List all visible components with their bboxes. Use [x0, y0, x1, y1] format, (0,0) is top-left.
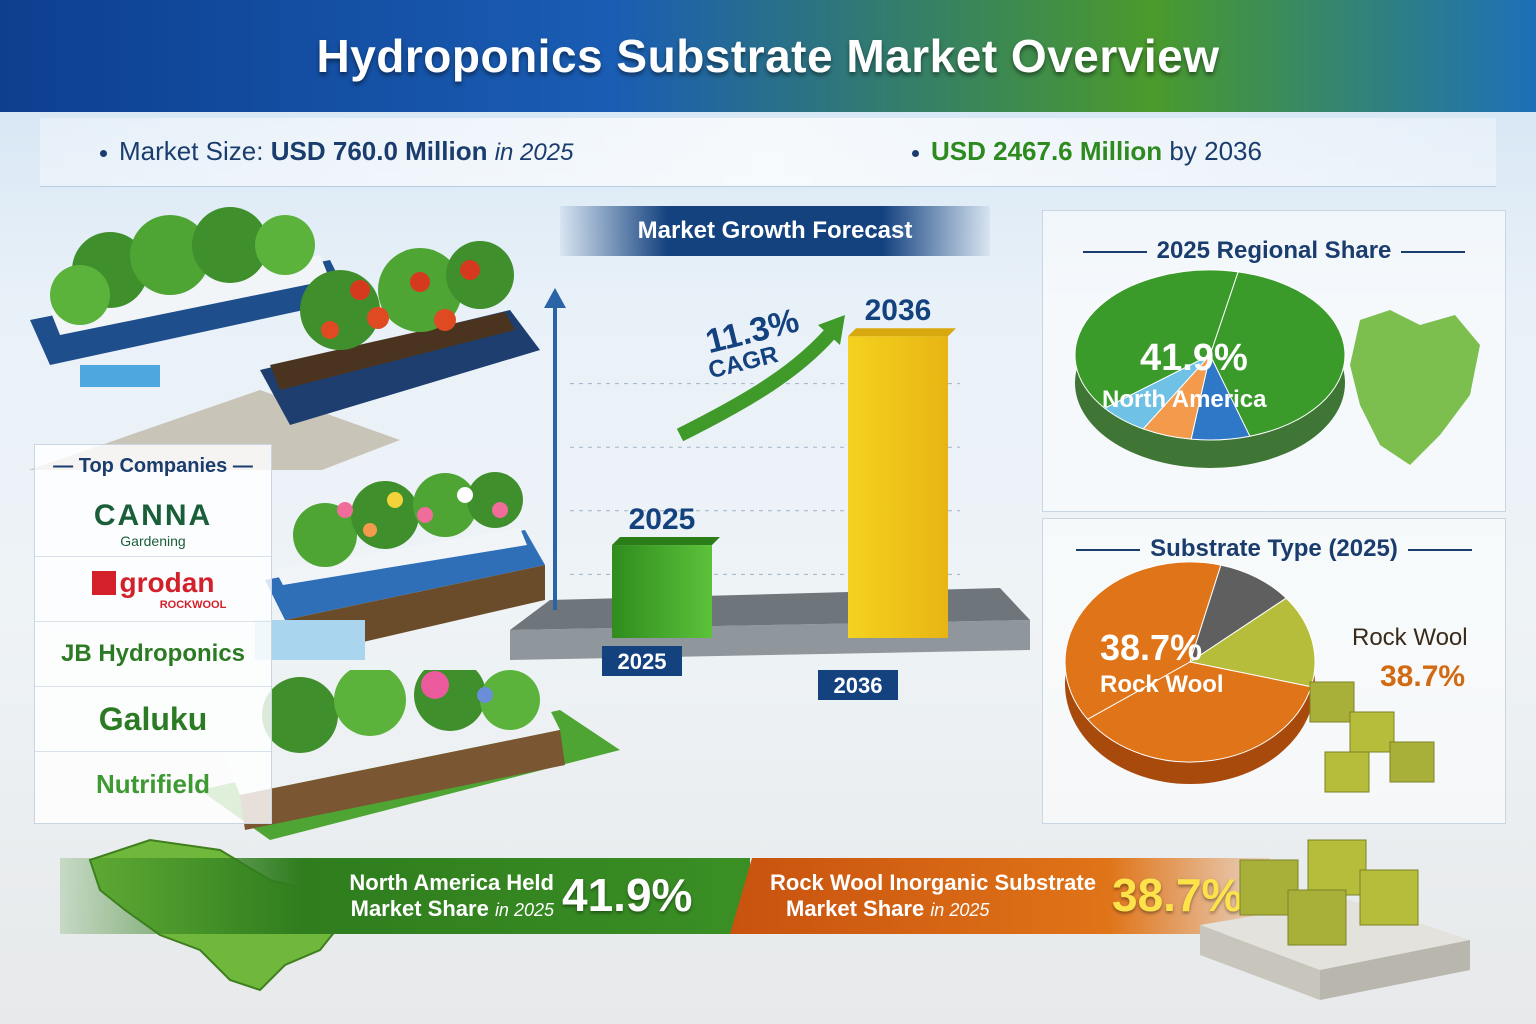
company-logo-jb-hydroponics: JB Hydroponics [35, 622, 271, 687]
company-name: grodan [119, 567, 215, 598]
market-size-label: Market Size: [119, 136, 264, 166]
grodan-logo-icon [91, 571, 116, 595]
north-america-share-pct: 41.9% [562, 869, 693, 921]
chart-title: Market Growth Forecast [637, 217, 913, 244]
title-rule [1076, 548, 1141, 551]
flower-bed-illustration [255, 472, 545, 660]
cagr-arrow-head-icon [818, 315, 845, 345]
rockwool-share-text: Rock Wool Inorganic Substrate Market Sha… [770, 870, 1100, 923]
y-axis-arrow-icon [544, 288, 566, 308]
company-name: Galuku [98, 700, 208, 737]
north-america-line2: Market Share [350, 896, 489, 921]
pie-slice [1189, 564, 1287, 664]
company-name-row: grodan [91, 567, 215, 599]
bar-value-label: 2036 [865, 294, 932, 327]
substrate-type-title: Substrate Type (2025) [1043, 535, 1505, 563]
vegetable-bed-illustration [200, 670, 620, 840]
company-name: Nutrifield [95, 768, 211, 799]
substrate-side-pct: 38.7% [1380, 660, 1465, 693]
substrate-highlight-pct: 38.7% [1100, 627, 1202, 668]
market-size-year: in 2025 [494, 139, 574, 166]
substrate-type-pie: 38.7% Rock Wool Rock Wool 38.7% [1064, 562, 1468, 793]
category-tag [602, 646, 682, 676]
pie-slice [1074, 269, 1239, 409]
region-highlight-pct: 41.9% [1140, 337, 1248, 379]
substrate-type-title-text: Substrate Type (2025) [1150, 535, 1398, 562]
company-name: CANNA [93, 499, 213, 532]
rockwool-line1: Rock Wool Inorganic Substrate [770, 870, 1096, 895]
north-america-year: in 2025 [494, 900, 554, 920]
north-america-share-banner: North America Held Market Share in 2025 … [60, 858, 750, 934]
forecast-value: USD 2467.6 Million [931, 136, 1163, 166]
bar-2036 [848, 336, 948, 638]
rockwool-line2: Market Share [786, 896, 925, 921]
company-subname: ROCKWOOL [159, 599, 227, 611]
market-size-value: USD 760.0 Million [270, 136, 488, 166]
region-highlight-label: North America [1102, 386, 1267, 413]
top-companies-panel: — Top Companies — CANNA Gardening grodan… [34, 444, 272, 824]
page-title: Hydroponics Substrate Market Overview [316, 30, 1220, 82]
hydroponic-beds-illustration [28, 207, 540, 470]
title-banner: Hydroponics Substrate Market Overview [0, 0, 1536, 112]
title-rule [1082, 250, 1147, 253]
company-logo-canna: CANNA Gardening [35, 492, 271, 557]
bullet-icon [912, 149, 919, 157]
company-logo-grodan: grodan ROCKWOOL [35, 557, 271, 622]
rockwool-share-banner: Rock Wool Inorganic Substrate Market Sha… [730, 858, 1270, 934]
cagr-arrow [676, 323, 841, 442]
title-rule [1401, 250, 1466, 253]
category-label: 2036 [834, 673, 883, 698]
market-size-strip: Market Size: USD 760.0 Million in 2025 U… [40, 118, 1496, 187]
company-subname: Gardening [120, 533, 186, 549]
title-rule [1407, 548, 1472, 551]
north-america-line1: North America Held [349, 870, 554, 895]
market-size-2025: Market Size: USD 760.0 Million in 2025 [100, 136, 573, 167]
company-name: JB Hydroponics [60, 640, 246, 667]
north-america-map-icon [1350, 310, 1480, 465]
bar-value-label: 2025 [629, 503, 696, 536]
rockwool-share-pct: 38.7% [1112, 869, 1243, 921]
top-companies-heading-text: Top Companies [78, 455, 228, 477]
company-logo-galuku: Galuku [35, 687, 271, 752]
category-label: 2025 [618, 649, 667, 674]
north-america-share-text: North America Held Market Share in 2025 [270, 870, 554, 923]
forecast-year: by 2036 [1169, 136, 1262, 166]
rockwool-cubes-illustration [1309, 681, 1435, 793]
pie-slice [1188, 597, 1316, 688]
regional-share-title: 2025 Regional Share [1043, 237, 1505, 265]
substrate-highlight-label: Rock Wool [1100, 671, 1224, 698]
pie-slice [1086, 661, 1312, 763]
rockwool-year: in 2025 [930, 900, 990, 920]
market-size-2036: USD 2467.6 Million by 2036 [912, 136, 1262, 167]
bar-top-2036 [848, 328, 956, 337]
pie-slice-north-america [1209, 271, 1346, 437]
bullet-icon [100, 149, 107, 157]
bar-2025 [612, 545, 712, 638]
substrate-side-label: Rock Wool [1352, 624, 1468, 651]
pie-slice-rock-wool [1064, 562, 1222, 720]
regional-share-pie: 41.9% North America [1074, 269, 1480, 468]
rockwool-cubes-base-illustration [1200, 839, 1470, 1000]
chart-title-bar: Market Growth Forecast [560, 206, 990, 256]
regional-share-title-text: 2025 Regional Share [1156, 237, 1392, 264]
company-logo-nutrifield: Nutrifield [35, 752, 271, 816]
category-tag [818, 670, 898, 700]
top-companies-heading: — Top Companies — [53, 455, 253, 477]
bar-top-2025 [612, 537, 720, 546]
